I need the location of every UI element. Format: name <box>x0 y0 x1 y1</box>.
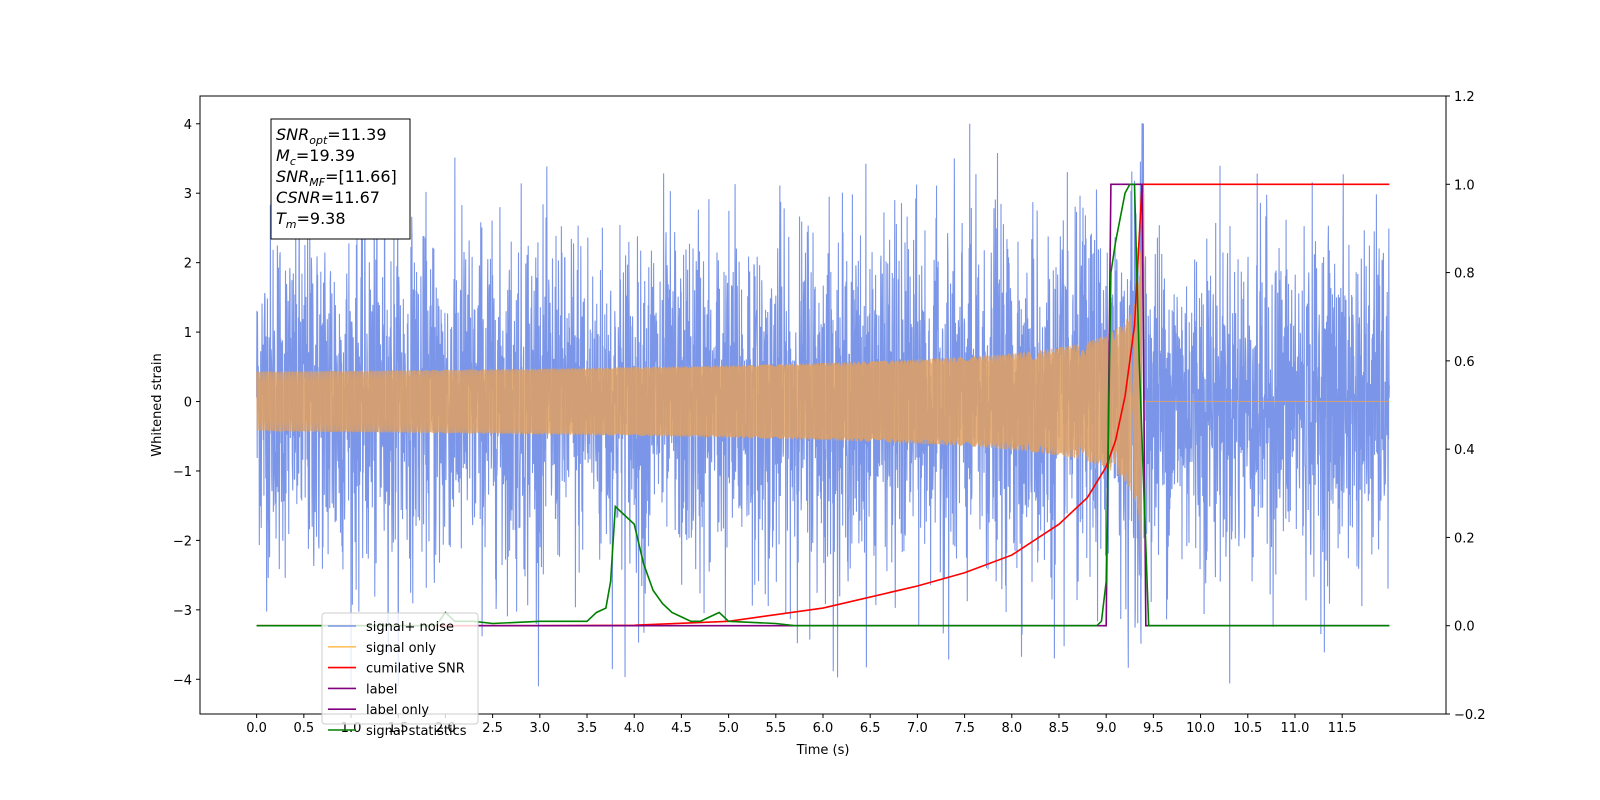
legend-label: signal only <box>366 641 436 656</box>
x-tick-label: 10.0 <box>1186 721 1215 736</box>
y2-tick-label: 0.0 <box>1454 620 1475 635</box>
x-tick-label: 0.5 <box>293 721 314 736</box>
y2-tick-label: 0.2 <box>1454 531 1475 546</box>
x-tick-label: 8.5 <box>1049 721 1070 736</box>
legend-label: label only <box>366 703 429 718</box>
stats-box-frame <box>270 118 411 240</box>
stats-line: SNRMF=[11.66] <box>276 167 397 189</box>
x-tick-label: 3.0 <box>529 721 550 736</box>
y2-tick-label: 0.4 <box>1454 443 1475 458</box>
legend-label: signal statistics <box>366 724 467 739</box>
series-line-signal-statistics <box>256 183 1390 627</box>
series-layer <box>256 123 1390 687</box>
x-tick-label: 4.5 <box>671 721 692 736</box>
x-tick-label: 7.5 <box>954 721 975 736</box>
y2-tick-label: −0.2 <box>1454 708 1486 723</box>
y-tick-label: −4 <box>173 673 192 688</box>
x-tick-label: 11.0 <box>1280 721 1309 736</box>
y-tick-label: 2 <box>184 257 192 272</box>
series-line-signal-only <box>256 192 1390 579</box>
stats-line: Mc=19.39 <box>276 146 355 168</box>
x-tick-label: 6.0 <box>813 721 834 736</box>
legend-label: label <box>366 682 397 697</box>
legend-frame <box>321 612 479 725</box>
y2-tick-label: 0.8 <box>1454 267 1475 282</box>
x-tick-label: 7.0 <box>907 721 928 736</box>
stats-line: CSNR=11.67 <box>276 188 380 207</box>
x-tick-label: 5.5 <box>765 721 786 736</box>
x-tick-label: 11.5 <box>1328 721 1357 736</box>
x-tick-label: 3.5 <box>577 721 598 736</box>
x-tick-label: 10.5 <box>1233 721 1262 736</box>
legend-label: signal+ noise <box>366 620 454 635</box>
y2-tick-label: 0.6 <box>1454 355 1475 370</box>
x-tick-label: 2.0 <box>435 721 456 736</box>
y-axis-right: 1.2 1.0 0.8 0.6 0.4 0.2 0.0 −0.2 <box>1446 90 1486 723</box>
x-axis-label: Time (s) <box>796 743 850 758</box>
y-axis-left: 4 3 2 1 0 −1 −2 −3 −4 <box>173 118 200 688</box>
y2-tick-label: 1.2 <box>1454 90 1475 105</box>
x-tick-label: 6.5 <box>860 721 881 736</box>
y-tick-label: −2 <box>173 534 192 549</box>
x-tick-label: 4.0 <box>624 721 645 736</box>
y-axis-label: Whitened strain <box>150 353 165 456</box>
y2-tick-label: 1.0 <box>1454 178 1475 193</box>
x-tick-label: 5.0 <box>718 721 739 736</box>
x-tick-label: 2.5 <box>482 721 503 736</box>
x-tick-label: 8.0 <box>1001 721 1022 736</box>
x-tick-label: 9.5 <box>1143 721 1164 736</box>
y-tick-label: 0 <box>184 396 192 411</box>
y-tick-label: −3 <box>173 604 192 619</box>
y-tick-label: 1 <box>184 326 192 341</box>
stats-line: Tm=9.38 <box>276 209 346 231</box>
y-tick-label: 3 <box>184 187 192 202</box>
x-tick-label: 1.0 <box>341 721 362 736</box>
x-tick-label: 0.0 <box>246 721 267 736</box>
legend-label: cumilative SNR <box>366 662 465 677</box>
y-tick-label: 4 <box>184 118 192 133</box>
y-tick-label: −1 <box>173 465 192 480</box>
legend: signal+ noise signal only cumilative SNR la… <box>321 612 479 739</box>
x-tick-label: 9.0 <box>1096 721 1117 736</box>
x-tick-label: 1.5 <box>388 721 409 736</box>
x-axis: 0.0 0.5 1.0 1.5 2.0 2.5 3.0 3.5 4.0 4.5 5.0 5.5 6.0 6… <box>246 714 1357 736</box>
stats-line: SNRopt=11.39 <box>276 125 387 147</box>
stats-box: SNRopt=11.39Mc=19.39SNRMF=[11.66]CSNR=11… <box>270 118 411 240</box>
